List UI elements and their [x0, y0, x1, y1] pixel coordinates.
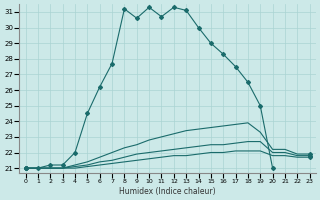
X-axis label: Humidex (Indice chaleur): Humidex (Indice chaleur) [119, 187, 216, 196]
